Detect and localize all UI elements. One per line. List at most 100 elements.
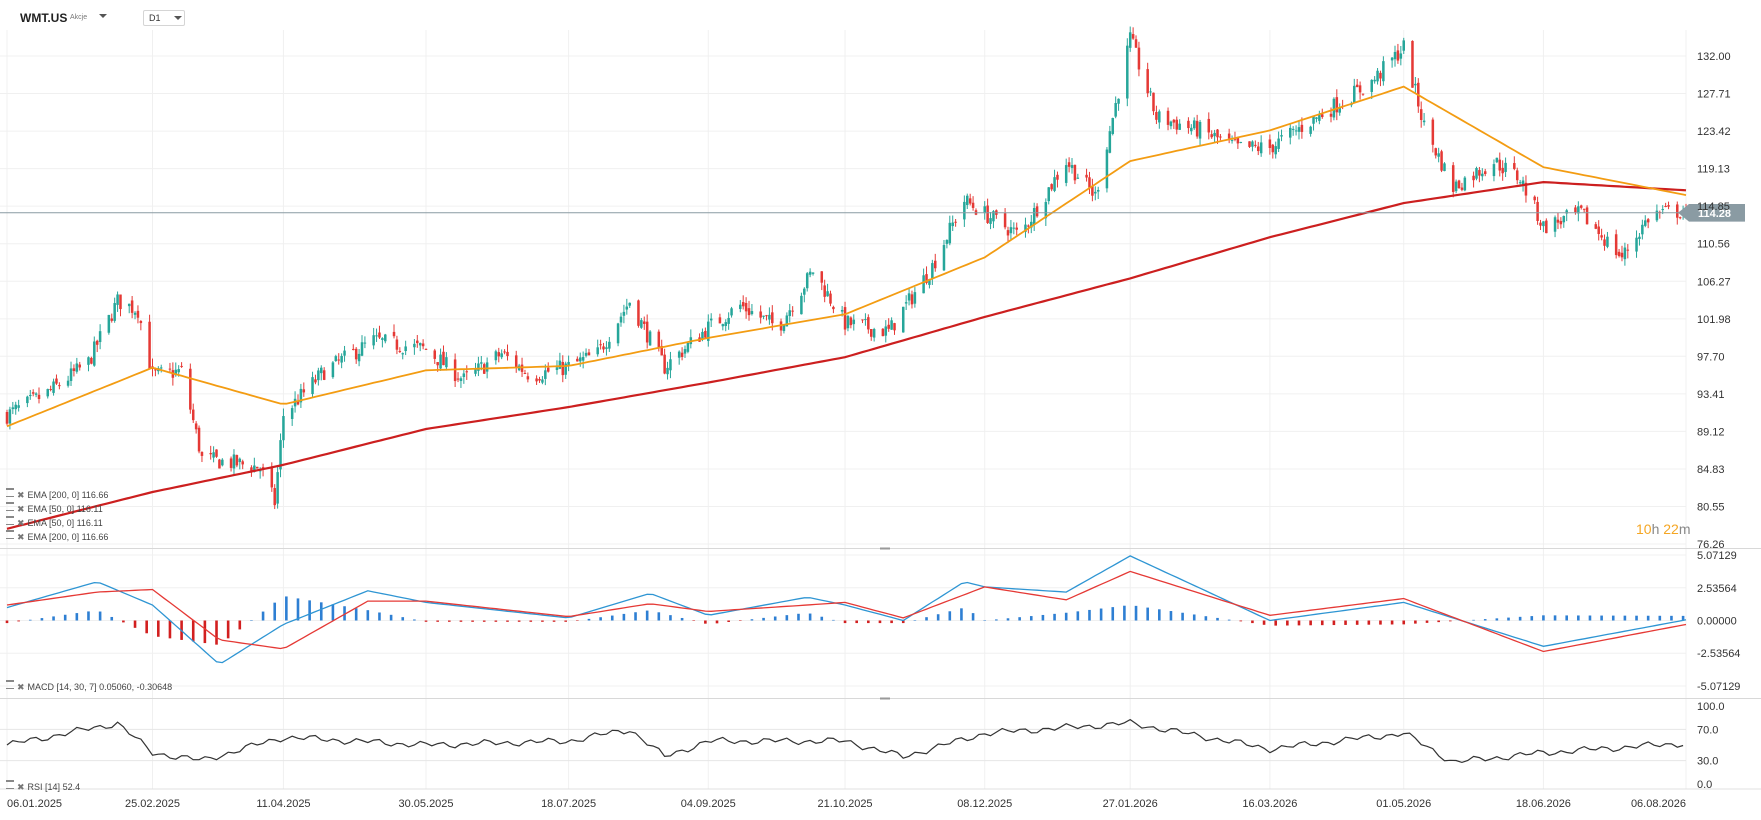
candle-body (189, 368, 192, 410)
candle-body (392, 331, 396, 337)
candle-body (1379, 72, 1382, 79)
candle-body (1105, 149, 1109, 189)
close-icon[interactable]: ✖ (17, 504, 25, 514)
pane-resize-handle[interactable] (880, 697, 890, 700)
candle-body (741, 302, 745, 307)
symbol-chevron-down-icon[interactable] (99, 14, 107, 18)
candle-body (1373, 79, 1376, 82)
macd-histogram-bar (389, 614, 393, 621)
candle-body (584, 352, 588, 356)
candle-body (1236, 137, 1240, 144)
date-axis-tick: 30.05.2025 (398, 798, 453, 810)
candle-body (942, 245, 946, 271)
price-axis-tick: 110.56 (1697, 239, 1730, 251)
macd-histogram-bar (378, 612, 381, 621)
settings-icon[interactable] (6, 502, 14, 511)
candle-body (1524, 182, 1528, 196)
timeframe-chevron-down-icon[interactable] (174, 16, 182, 20)
candle-body (1577, 206, 1580, 214)
price-axis-tick: 123.42 (1697, 126, 1731, 138)
candle-body (296, 400, 300, 405)
macd-histogram-bar (5, 620, 9, 624)
macd-histogram-bar (1670, 615, 1673, 621)
macd-histogram-bar (1006, 618, 1010, 621)
macd-histogram-bar (855, 620, 858, 624)
candle-body (90, 357, 93, 364)
candle-body (418, 343, 422, 346)
candle-body (759, 311, 762, 318)
macd-histogram-bar (552, 620, 556, 622)
macd-histogram-bar (1216, 617, 1219, 621)
candle-body (372, 335, 375, 346)
candle-body (724, 322, 727, 327)
candle-body (1091, 186, 1094, 196)
legend-ema200-a[interactable]: ✖ EMA [200, 0] 116.66 (6, 488, 108, 501)
candle-body (238, 458, 242, 463)
candle-body (127, 303, 131, 307)
date-axis-tick: 18.07.2025 (541, 798, 596, 810)
macd-histogram-bar (657, 612, 661, 621)
close-icon[interactable]: ✖ (17, 490, 25, 500)
candle-body (983, 206, 986, 214)
candle-body (1207, 118, 1211, 133)
pane-resize-handle[interactable] (880, 547, 890, 550)
settings-icon[interactable] (6, 780, 14, 789)
candle-body (544, 370, 547, 379)
legend-ema200-b[interactable]: ✖ EMA [200, 0] 116.66 (6, 530, 108, 543)
candle-body (1315, 117, 1318, 119)
candle-body (1030, 221, 1033, 228)
candle-body (1495, 157, 1499, 163)
settings-icon[interactable] (6, 488, 14, 497)
close-icon[interactable]: ✖ (17, 782, 25, 792)
candle-body (439, 354, 442, 369)
settings-icon[interactable] (6, 680, 14, 689)
candle-body (1329, 113, 1333, 117)
candle-body (180, 365, 183, 367)
candle-body (1216, 129, 1219, 138)
legend-ema50-a[interactable]: ✖ EMA [50, 0] 116.11 (6, 502, 103, 515)
candle-body (791, 310, 794, 312)
settings-icon[interactable] (6, 516, 14, 525)
candle-body (576, 358, 579, 362)
candle-body (459, 378, 463, 382)
candle-body (1411, 40, 1414, 88)
macd-histogram-bar (738, 620, 742, 621)
candle-body (622, 311, 626, 316)
candle-body (133, 312, 137, 315)
close-icon[interactable]: ✖ (17, 518, 25, 528)
candle-body (931, 263, 934, 279)
candle-body (1393, 51, 1397, 60)
candle-body (98, 331, 102, 343)
candle-body (578, 357, 582, 362)
close-icon[interactable]: ✖ (17, 532, 25, 542)
candle-body (1667, 205, 1670, 207)
candle-body (1213, 132, 1216, 137)
legend-macd[interactable]: ✖ MACD [14, 30, 7] 0.05060, -0.30648 (6, 680, 172, 693)
candle-body (555, 367, 559, 370)
price-axis-tick: 97.70 (1697, 351, 1725, 363)
candle-body (707, 321, 710, 341)
macd-histogram-bar (459, 620, 463, 622)
candle-body (800, 295, 803, 315)
candle-body (788, 310, 792, 317)
macd-histogram-bar (1495, 618, 1499, 621)
settings-icon[interactable] (6, 530, 14, 539)
candle-body (229, 458, 233, 468)
legend-rsi[interactable]: ✖ RSI [14] 52.4 (6, 780, 80, 793)
timeframe-select[interactable]: D1 (143, 10, 185, 26)
candle-body (992, 211, 995, 222)
legend-ema50-b[interactable]: ✖ EMA [50, 0] 116.11 (6, 516, 103, 529)
macd-histogram-bar (203, 620, 207, 644)
candle-body (360, 342, 364, 356)
close-icon[interactable]: ✖ (17, 682, 25, 692)
candle-body (95, 340, 99, 345)
candle-body (1492, 164, 1496, 177)
macd-histogram-bar (1204, 616, 1208, 621)
candle-body (1539, 222, 1542, 226)
candle-body (1146, 69, 1149, 94)
candle-body (541, 379, 544, 383)
candle-body (1312, 115, 1315, 124)
macd-histogram-bar (750, 619, 754, 621)
macd-histogram-bar (610, 615, 614, 621)
